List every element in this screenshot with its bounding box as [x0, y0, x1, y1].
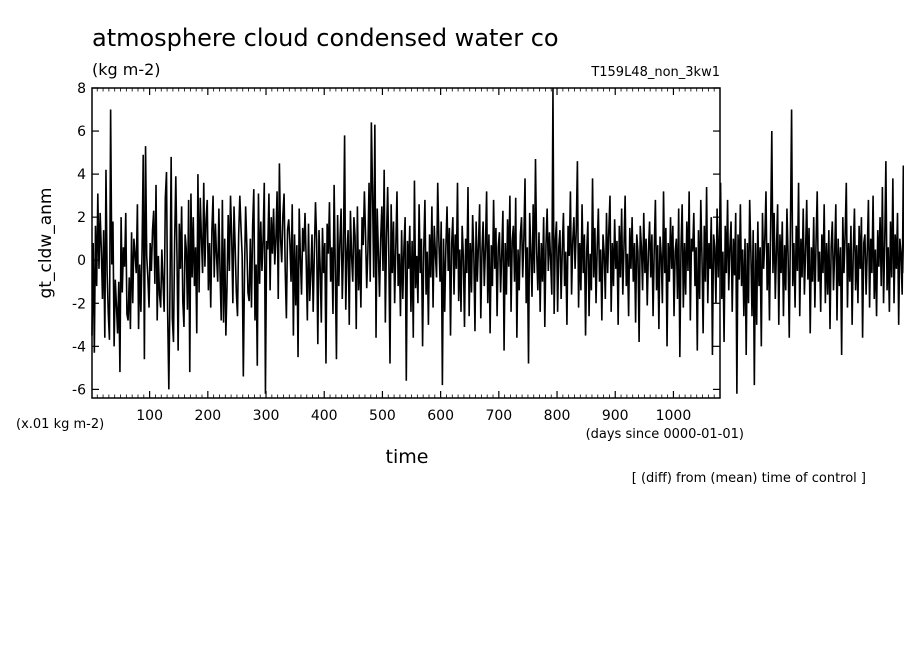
x-tick-label: 600: [427, 408, 454, 424]
y-tick-label: 8: [77, 81, 86, 97]
series-line: [91, 87, 904, 394]
x-tick-label: 1000: [656, 408, 692, 424]
y-tick-label: 4: [77, 167, 86, 183]
chart-title: atmosphere cloud condensed water co: [92, 24, 559, 52]
x-tick-label: 100: [136, 408, 163, 424]
series-group: [91, 87, 904, 394]
x-tick-label: 500: [369, 408, 396, 424]
experiment-label: T159L48_non_3kw1: [590, 65, 720, 80]
chart-units: (kg m-2): [92, 60, 161, 79]
y-tick-label: 2: [77, 210, 86, 226]
x-axis-label: time: [386, 446, 429, 468]
x-units-label: (days since 0000-01-01): [586, 427, 744, 442]
y-tick-label: -4: [72, 339, 86, 355]
x-tick-label: 300: [253, 408, 280, 424]
y-units-label: (x.01 kg m-2): [16, 417, 104, 432]
x-axis-ticks: 100 200 300 400 500 600 700 800 900 1000: [96, 88, 715, 424]
x-tick-label: 200: [194, 408, 221, 424]
y-tick-label: 0: [77, 253, 86, 269]
y-tick-label: -6: [72, 382, 86, 398]
x-tick-label: 900: [602, 408, 629, 424]
x-tick-label: 700: [485, 408, 512, 424]
y-tick-label: -2: [72, 296, 86, 312]
x-tick-label: 400: [311, 408, 338, 424]
y-axis-label: gt_cldw_anm: [36, 188, 56, 299]
y-tick-label: 6: [77, 124, 86, 140]
x-tick-label: 800: [544, 408, 571, 424]
comparison-note: [ (diff) from (mean) time of control ]: [632, 471, 866, 486]
